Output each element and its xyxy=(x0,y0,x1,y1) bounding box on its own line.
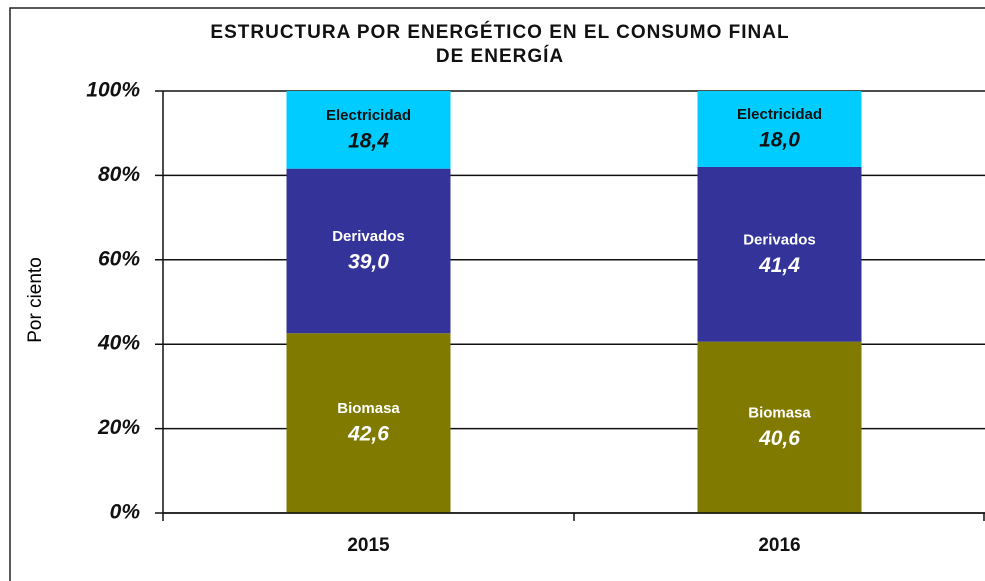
y-axis-label: Por ciento xyxy=(25,257,46,343)
segment-name: Derivados xyxy=(332,228,405,245)
bar-segment xyxy=(286,168,451,334)
y-tick-label: 80% xyxy=(98,163,140,186)
chart-title: ESTRUCTURA POR ENERGÉTICO EN EL CONSUMO … xyxy=(210,21,789,43)
bar-segment xyxy=(697,166,862,342)
data-label: 40,6 xyxy=(758,427,800,450)
data-label: 18,4 xyxy=(348,129,389,152)
x-tick-label: 2016 xyxy=(758,535,800,556)
segment-name: Electricidad xyxy=(737,106,822,123)
data-label: 42,6 xyxy=(347,423,389,446)
y-tick-label: 100% xyxy=(86,79,140,102)
bar-segment xyxy=(697,91,862,167)
x-tick-label: 2015 xyxy=(347,535,390,556)
bar-segment xyxy=(286,91,451,169)
y-tick-label: 60% xyxy=(98,247,140,270)
frame xyxy=(9,7,985,581)
y-tick-label: 20% xyxy=(97,416,140,439)
segment-name: Biomasa xyxy=(337,400,400,417)
bar-segment xyxy=(286,333,451,513)
segment-name: Derivados xyxy=(743,231,816,248)
segment-name: Electricidad xyxy=(326,107,411,124)
data-label: 41,4 xyxy=(758,254,800,277)
chart-title: DE ENERGÍA xyxy=(436,45,564,67)
segment-name: Biomasa xyxy=(748,404,811,421)
y-tick-label: 0% xyxy=(110,501,141,524)
data-label: 39,0 xyxy=(348,250,389,273)
bar-segment xyxy=(697,341,862,513)
y-tick-label: 40% xyxy=(97,332,140,355)
data-label: 18,0 xyxy=(759,129,800,152)
